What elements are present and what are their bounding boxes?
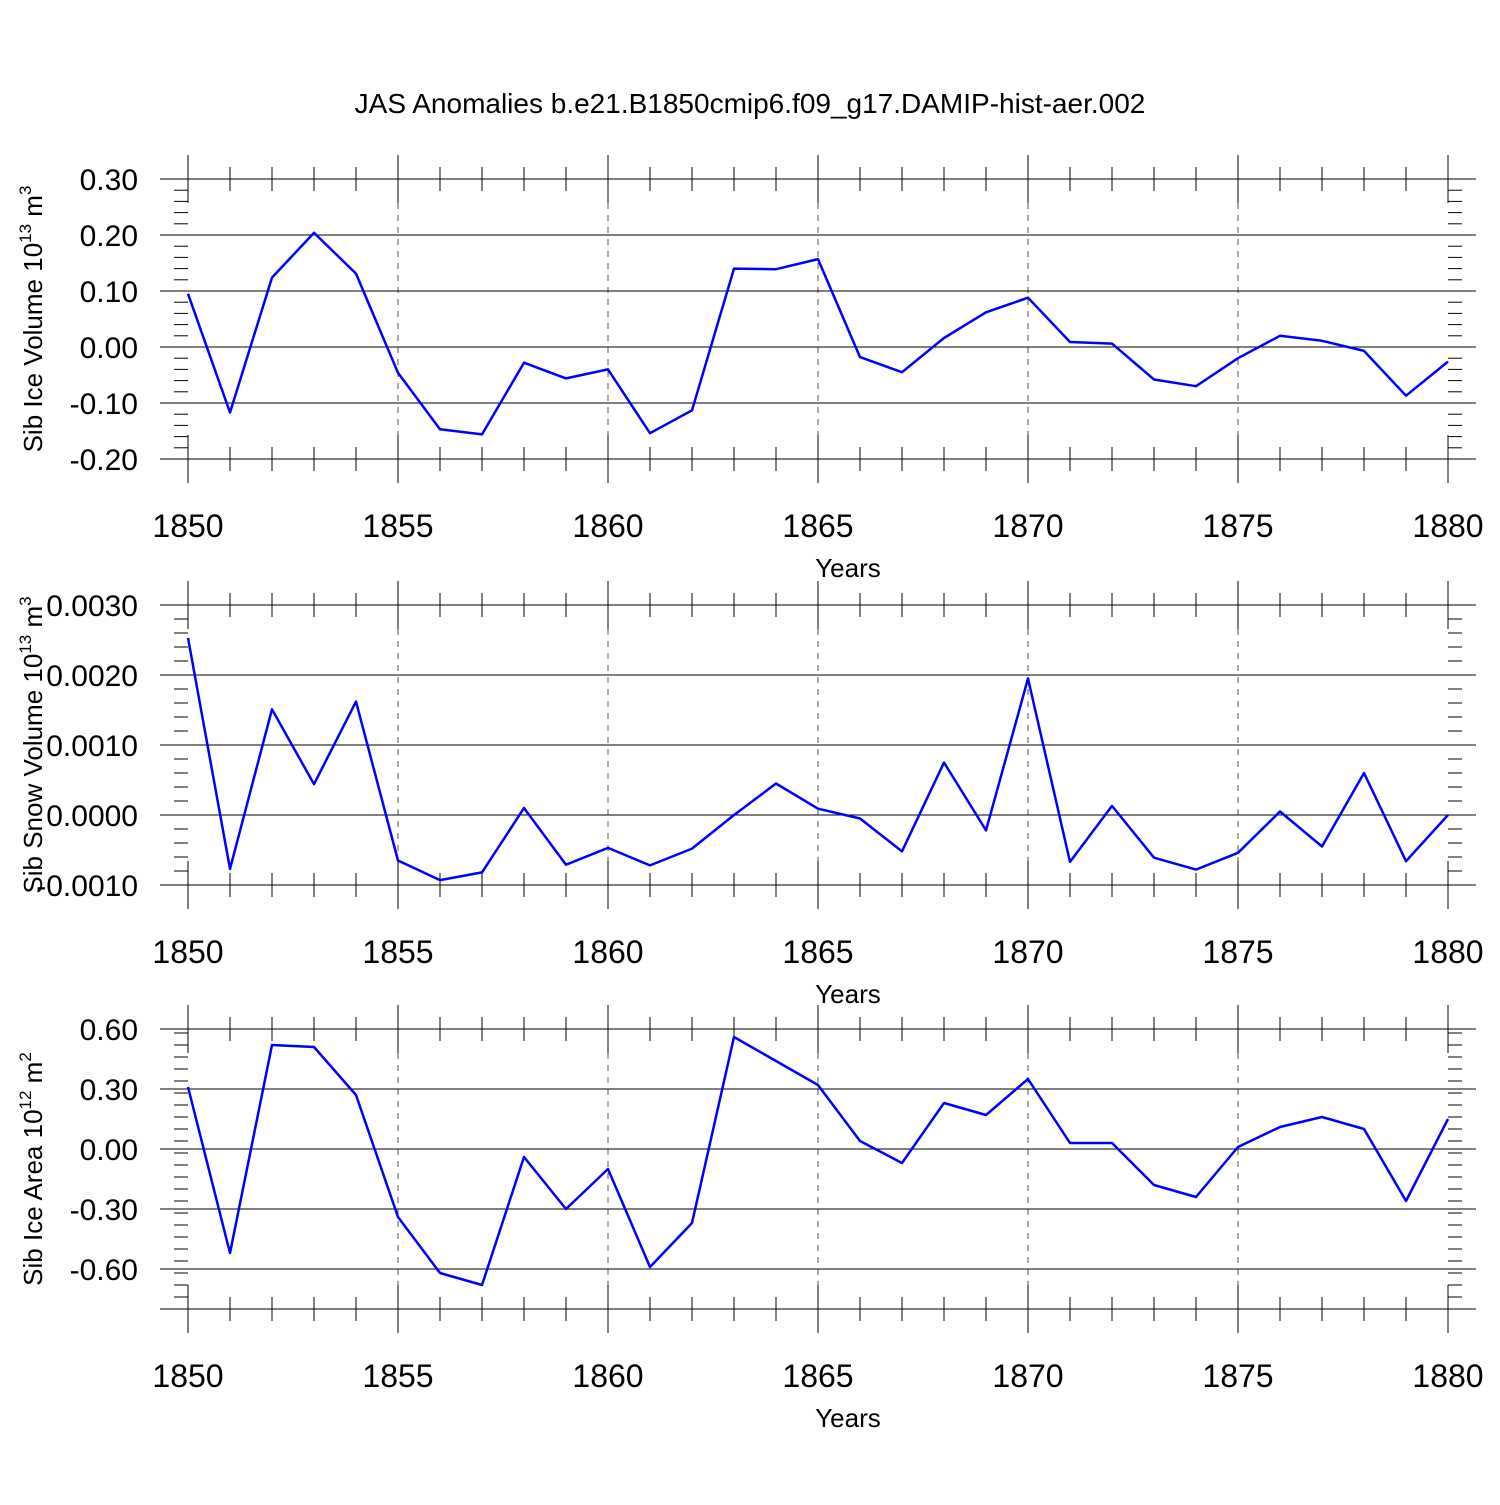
x-tick-label: 1880: [1412, 1358, 1483, 1394]
y-tick-label: 0.20: [80, 220, 138, 253]
x-tick-label: 1880: [1412, 508, 1483, 544]
x-tick-label: 1850: [152, 934, 223, 970]
panel-2: -0.0010 0.0000 0.0010 0.0020 0.0030 1850 1855 1…: [16, 581, 1484, 1009]
x-tick-label: 1850: [152, 508, 223, 544]
panel-3: -0.60 -0.30 0.00 0.30 0.60 1850 1855 1860 1865 18…: [16, 1005, 1484, 1433]
y-tick-label: 0.0010: [46, 730, 138, 763]
y-tick-label: -0.10: [70, 388, 138, 421]
x-axis-label: Years: [815, 553, 881, 583]
x-tick-label: 1870: [992, 508, 1063, 544]
y-tick-label: 0.30: [80, 164, 138, 197]
y-tick-label: 0.00: [80, 332, 138, 365]
x-tick-label: 1855: [362, 1358, 433, 1394]
y-tick-label: -0.30: [70, 1194, 138, 1227]
x-tick-label: 1865: [782, 508, 853, 544]
x-tick-label: 1860: [572, 934, 643, 970]
y-tick-label: 0.00: [80, 1134, 138, 1167]
y-tick-label: -0.0010: [36, 870, 138, 903]
x-tick-label: 1880: [1412, 934, 1483, 970]
x-tick-label: 1875: [1202, 508, 1273, 544]
y-tick-label: 0.60: [80, 1014, 138, 1047]
figure-title: JAS Anomalies b.e21.B1850cmip6.f09_g17.D…: [0, 88, 1500, 120]
x-tick-label: 1865: [782, 1358, 853, 1394]
x-axis-label: Years: [815, 979, 881, 1009]
x-tick-label: 1855: [362, 508, 433, 544]
y-tick-label: 0.0020: [46, 660, 138, 693]
y-axis-label: Sib Snow Volume 1013 m3: [16, 596, 48, 893]
x-tick-label: 1875: [1202, 1358, 1273, 1394]
x-axis-label: Years: [815, 1403, 881, 1433]
series-line: [188, 638, 1448, 880]
y-tick-label: 0.0000: [46, 800, 138, 833]
x-tick-label: 1855: [362, 934, 433, 970]
y-axis-label: Sib Ice Area 1012 m2: [16, 1052, 48, 1286]
x-tick-label: 1860: [572, 1358, 643, 1394]
x-tick-label: 1860: [572, 508, 643, 544]
x-tick-label: 1870: [992, 934, 1063, 970]
y-tick-label: 0.30: [80, 1074, 138, 1107]
x-tick-label: 1865: [782, 934, 853, 970]
y-tick-label: -0.20: [70, 444, 138, 477]
y-tick-label: 0.10: [80, 276, 138, 309]
y-tick-label: 0.0030: [46, 590, 138, 623]
panel-1: -0.20 -0.10 0.00 0.10 0.20 0.30 1850 1855 1860 18…: [16, 155, 1484, 583]
x-tick-label: 1850: [152, 1358, 223, 1394]
y-tick-label: -0.60: [70, 1254, 138, 1287]
y-axis-label: Sib Ice Volume 1013 m3: [16, 186, 48, 453]
x-tick-label: 1870: [992, 1358, 1063, 1394]
x-tick-label: 1875: [1202, 934, 1273, 970]
